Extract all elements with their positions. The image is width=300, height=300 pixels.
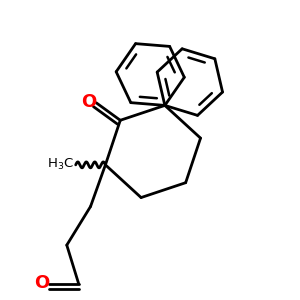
- Text: O: O: [34, 274, 50, 292]
- Text: H$_3$C: H$_3$C: [47, 156, 74, 172]
- Text: O: O: [81, 93, 96, 111]
